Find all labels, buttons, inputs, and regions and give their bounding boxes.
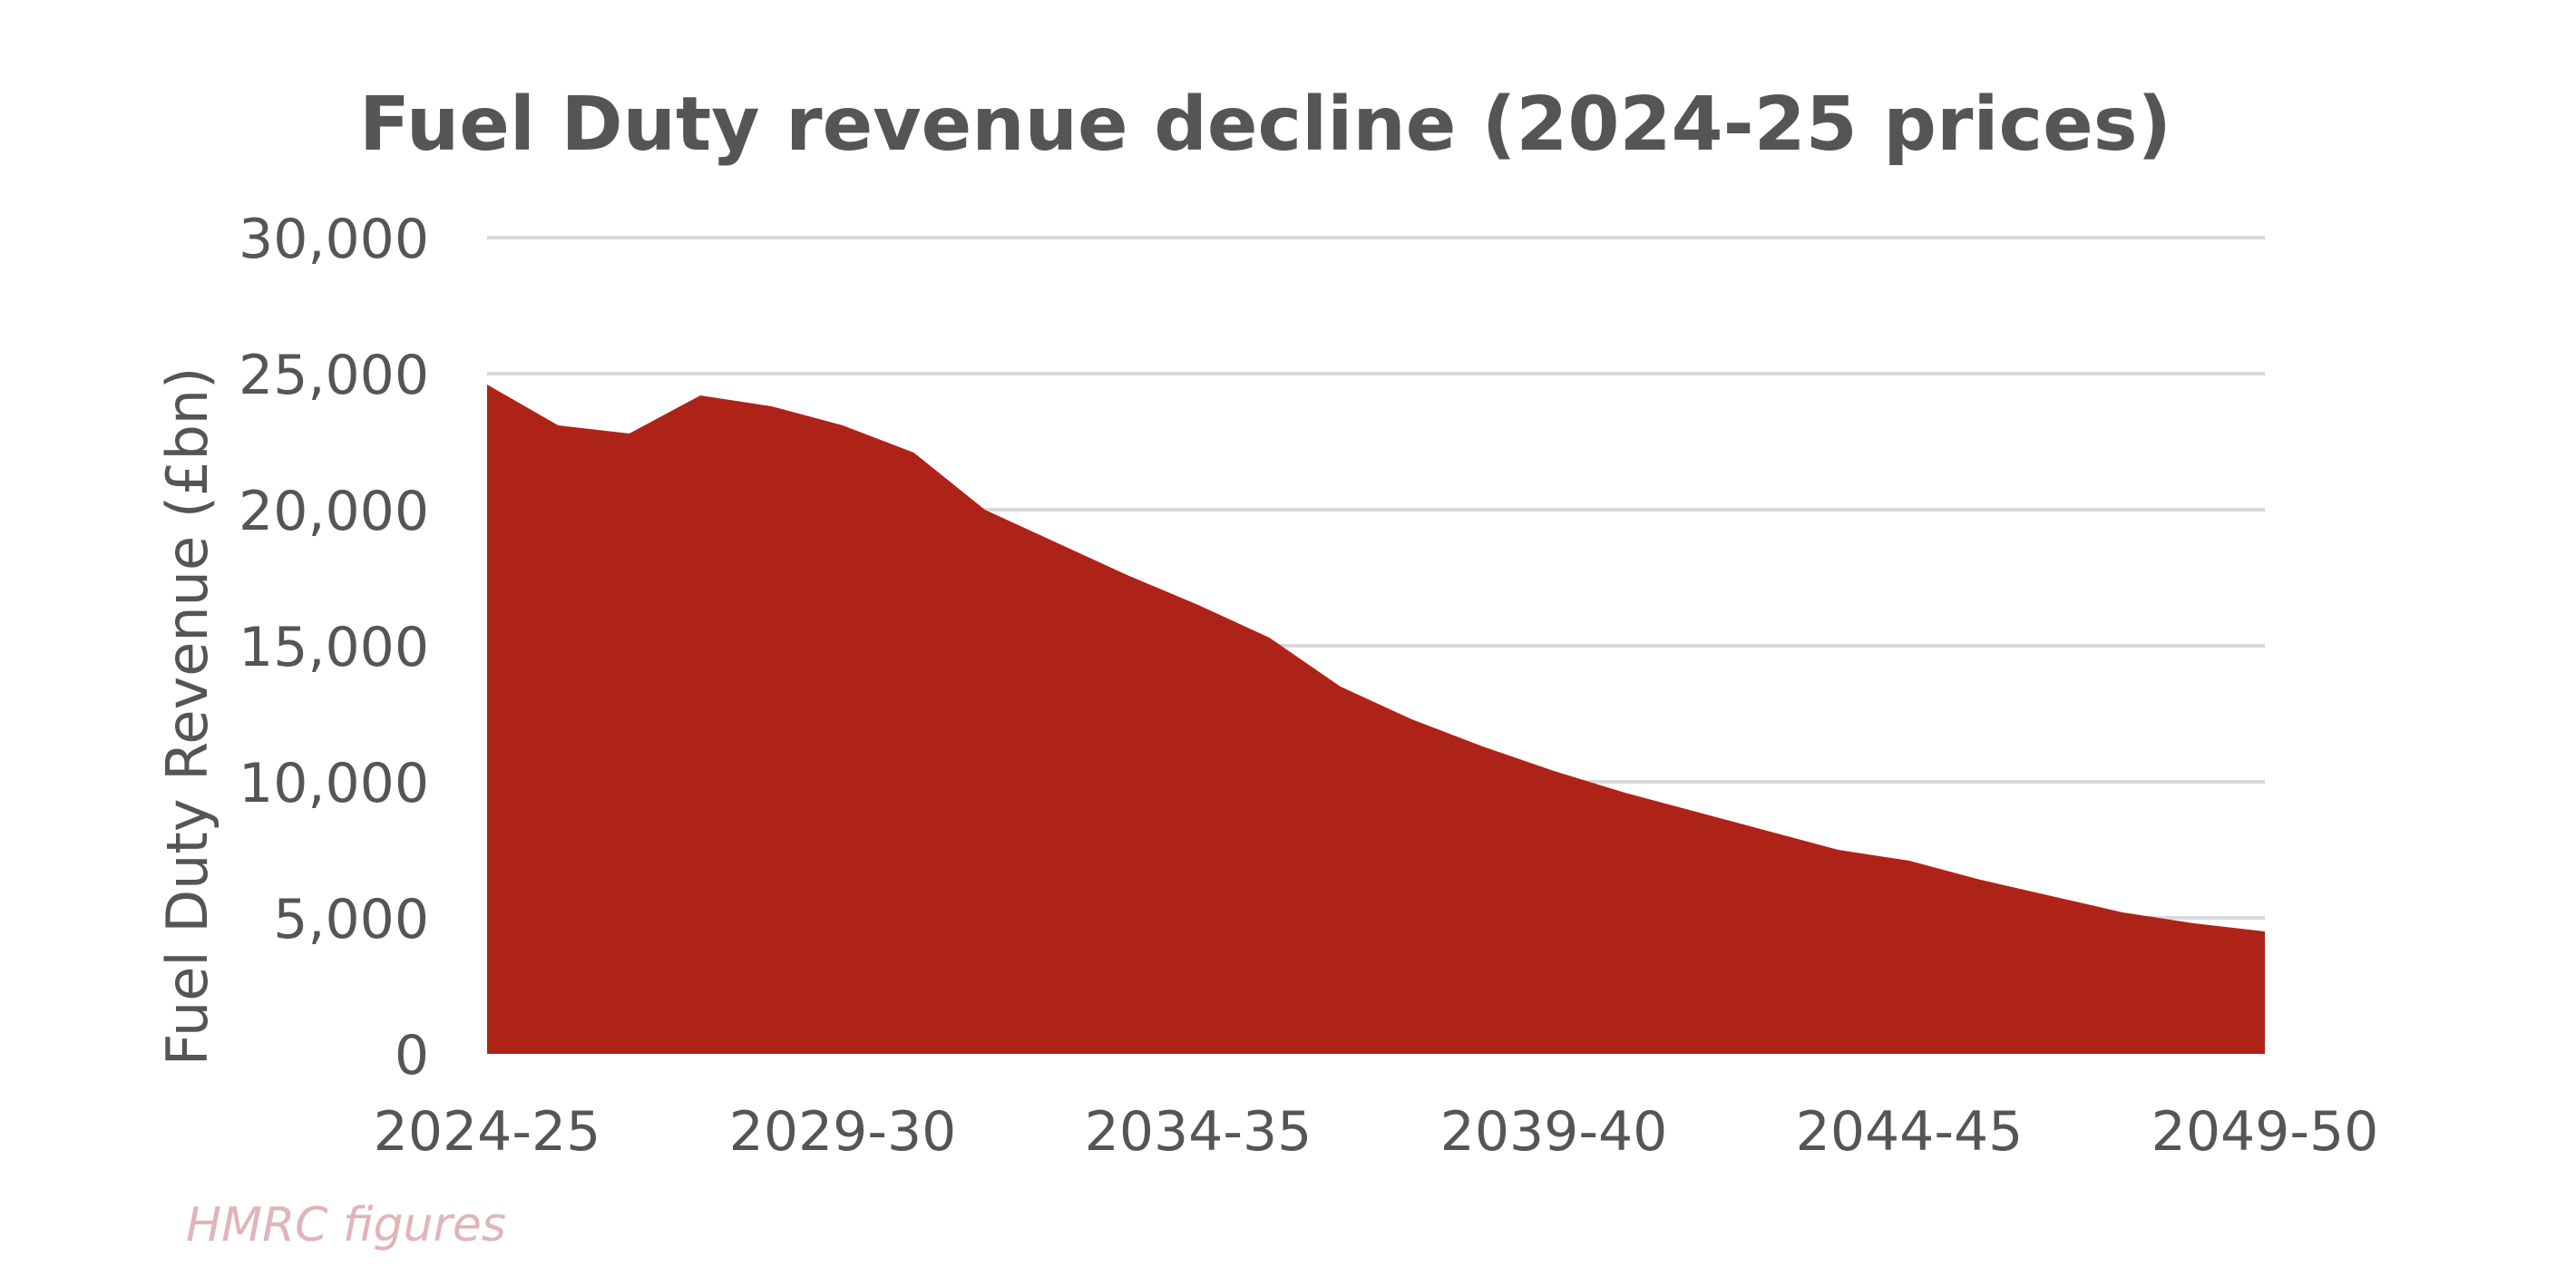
x-tick-label: 2039-40 [1440, 1100, 1668, 1164]
x-tick-label: 2034-35 [1085, 1100, 1312, 1164]
y-tick-label: 15,000 [239, 616, 429, 679]
y-tick-label: 25,000 [239, 344, 429, 407]
y-tick-label: 10,000 [239, 752, 429, 815]
x-tick-label: 2029-30 [729, 1100, 957, 1164]
area-series-fuel-duty-revenue [487, 385, 2265, 1054]
y-tick-label: 30,000 [239, 208, 429, 271]
y-tick-label: 5,000 [273, 888, 429, 951]
y-tick-label: 0 [395, 1024, 429, 1087]
y-axis-title: Fuel Duty Revenue (£bn) [154, 367, 220, 1067]
x-tick-label: 2044-45 [1796, 1100, 2024, 1164]
y-tick-label: 20,000 [239, 480, 429, 543]
x-tick-label: 2024-25 [374, 1100, 601, 1164]
y-tick-labels: 0 5,000 10,000 15,000 20,000 25,000 30,000 [239, 208, 429, 1087]
x-tick-labels: 2024-25 2029-30 2034-35 2039-40 2044-45 2049-… [374, 1100, 2379, 1164]
source-note: HMRC figures [186, 1198, 506, 1253]
chart-title: Fuel Duty revenue decline (2024-25 price… [359, 82, 2171, 168]
x-tick-label: 2049-50 [2152, 1100, 2379, 1164]
